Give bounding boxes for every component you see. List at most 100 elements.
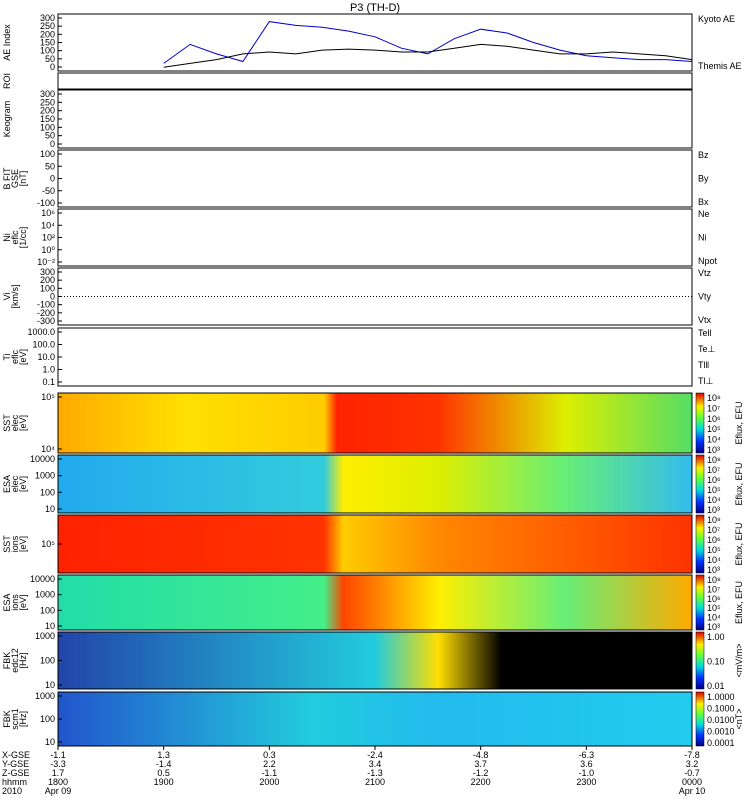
colorbar-tick-label: 10⁷	[707, 465, 720, 475]
spectrogram-sst_e	[58, 393, 692, 453]
panel-frame	[57, 327, 693, 387]
y-axis-label: SST	[2, 414, 12, 432]
x-tick-label: -2.4	[367, 750, 383, 760]
y-axis-label: GSE	[10, 169, 20, 188]
colorbar-tick-label: 10⁶	[707, 535, 721, 545]
y-axis-label: [eV]	[18, 476, 28, 492]
y-axis-label: FBK	[2, 710, 12, 728]
legend-entry: Vty	[698, 292, 712, 302]
y-tick-label: 100	[40, 122, 55, 132]
legend-entry: Tell	[698, 328, 712, 338]
colorbar-tick-label: 0.1000	[707, 704, 735, 714]
x-tick-label: 1800	[48, 777, 68, 787]
y-tick-label: 10	[45, 504, 55, 514]
colorbar-label: <nT>	[734, 708, 744, 729]
legend-entry: Themis AE	[698, 61, 742, 71]
y-tick-label: 10⁴	[41, 444, 55, 454]
colorbar	[695, 392, 705, 454]
y-axis-label: FBK	[2, 652, 12, 670]
legend-entry: Ni	[698, 233, 707, 243]
y-tick-label: 1000	[35, 691, 55, 701]
x-tick-label: -3.3	[50, 759, 66, 769]
colorbar-tick-label: 10³	[707, 505, 720, 515]
spectrogram-esa_e	[58, 455, 692, 513]
y-tick-label: 10⁶	[41, 208, 55, 218]
panel-frame	[57, 89, 693, 149]
x-tick-label: -1.0	[579, 768, 595, 778]
x-tick-label: 0.3	[263, 750, 276, 760]
y-tick-label: -200	[37, 308, 55, 318]
x-tick-label: 3.4	[369, 759, 382, 769]
x-tick-label: -1.4	[156, 759, 172, 769]
y-axis-label: B FIT	[2, 167, 12, 190]
colorbar-tick-label: 10⁴	[707, 495, 721, 505]
series-themis-ae	[163, 43, 693, 68]
colorbar-tick-label: 0.0010	[707, 727, 735, 737]
legend-entry: Bz	[698, 150, 709, 160]
x-tick-label: 3.6	[580, 759, 593, 769]
y-axis-label: ROI	[2, 73, 12, 89]
legend-entry: Tl⊥	[698, 376, 713, 386]
panel-sst_e: 10⁵10⁴SSTelec[eV]10⁸10⁷10⁶10⁵10⁴10³Eflux…	[2, 392, 744, 455]
colorbar-tick-label: 10⁸	[707, 515, 721, 525]
y-tick-label: 0	[50, 174, 55, 184]
y-tick-label: -100	[37, 300, 55, 310]
colorbar	[695, 574, 705, 631]
colorbar-label: <mV/m>	[734, 643, 744, 677]
y-axis-label: ESA	[2, 593, 12, 611]
x-tick-label: -1.1	[50, 750, 66, 760]
colorbar-tick-label: 10⁷	[707, 525, 720, 535]
y-tick-label: 100	[40, 283, 55, 293]
y-tick-label: 10⁻²	[37, 257, 55, 267]
colorbar-label: Eflux, EFU	[734, 462, 744, 505]
colorbar-tick-label: 10⁶	[707, 594, 721, 604]
colorbar-tick-label: 10³	[707, 445, 720, 455]
y-axis-label: eflc	[10, 350, 20, 365]
y-tick-label: 10000	[30, 454, 55, 464]
y-tick-label: 10⁰	[41, 245, 55, 255]
colorbar-tick-label: 10⁵	[707, 485, 721, 495]
panel-frame	[57, 267, 693, 326]
x-tick-label: -1.3	[367, 768, 383, 778]
y-tick-label: -300	[37, 316, 55, 326]
y-tick-label: 100	[40, 714, 55, 724]
colorbar-tick-label: 10⁵	[707, 603, 721, 613]
y-tick-label: 100	[40, 46, 55, 56]
legend-entry: Bx	[698, 197, 709, 207]
y-tick-label: 1000	[35, 471, 55, 481]
colorbar	[695, 631, 705, 690]
x-tick-label: -7.8	[684, 750, 700, 760]
x-axis-row-label: X-GSE	[2, 750, 30, 760]
panel-frame	[57, 72, 693, 90]
y-tick-label: 150	[40, 38, 55, 48]
y-axis-label: Vi	[2, 293, 12, 301]
x-axis-row-label: hhmm	[2, 777, 27, 787]
colorbar	[695, 691, 705, 747]
colorbar-tick-label: 10⁷	[707, 584, 720, 594]
colorbar-tick-label: 10⁶	[707, 414, 721, 424]
colorbar-tick-label: 10⁷	[707, 403, 720, 413]
y-tick-label: 200	[40, 106, 55, 116]
legend-entry: Vtx	[698, 315, 712, 325]
legend-entry: Te⊥	[698, 344, 716, 354]
y-axis-label: elec	[10, 475, 20, 492]
x-tick-label: 1900	[154, 777, 174, 787]
y-tick-label: 10²	[42, 233, 55, 243]
y-tick-label: 150	[40, 114, 55, 124]
x-tick-label: 1.3	[157, 750, 170, 760]
series-kyoto-ae	[163, 21, 693, 64]
y-tick-label: 10	[45, 680, 55, 690]
y-axis-label: Keogram	[2, 101, 12, 138]
x-tick-label: 2300	[576, 777, 596, 787]
panel-frame	[57, 392, 693, 454]
x-tick-label: 2100	[365, 777, 385, 787]
y-tick-label: 250	[40, 21, 55, 31]
y-axis-label: [eV]	[18, 349, 28, 365]
y-tick-label: 1000	[35, 631, 55, 641]
